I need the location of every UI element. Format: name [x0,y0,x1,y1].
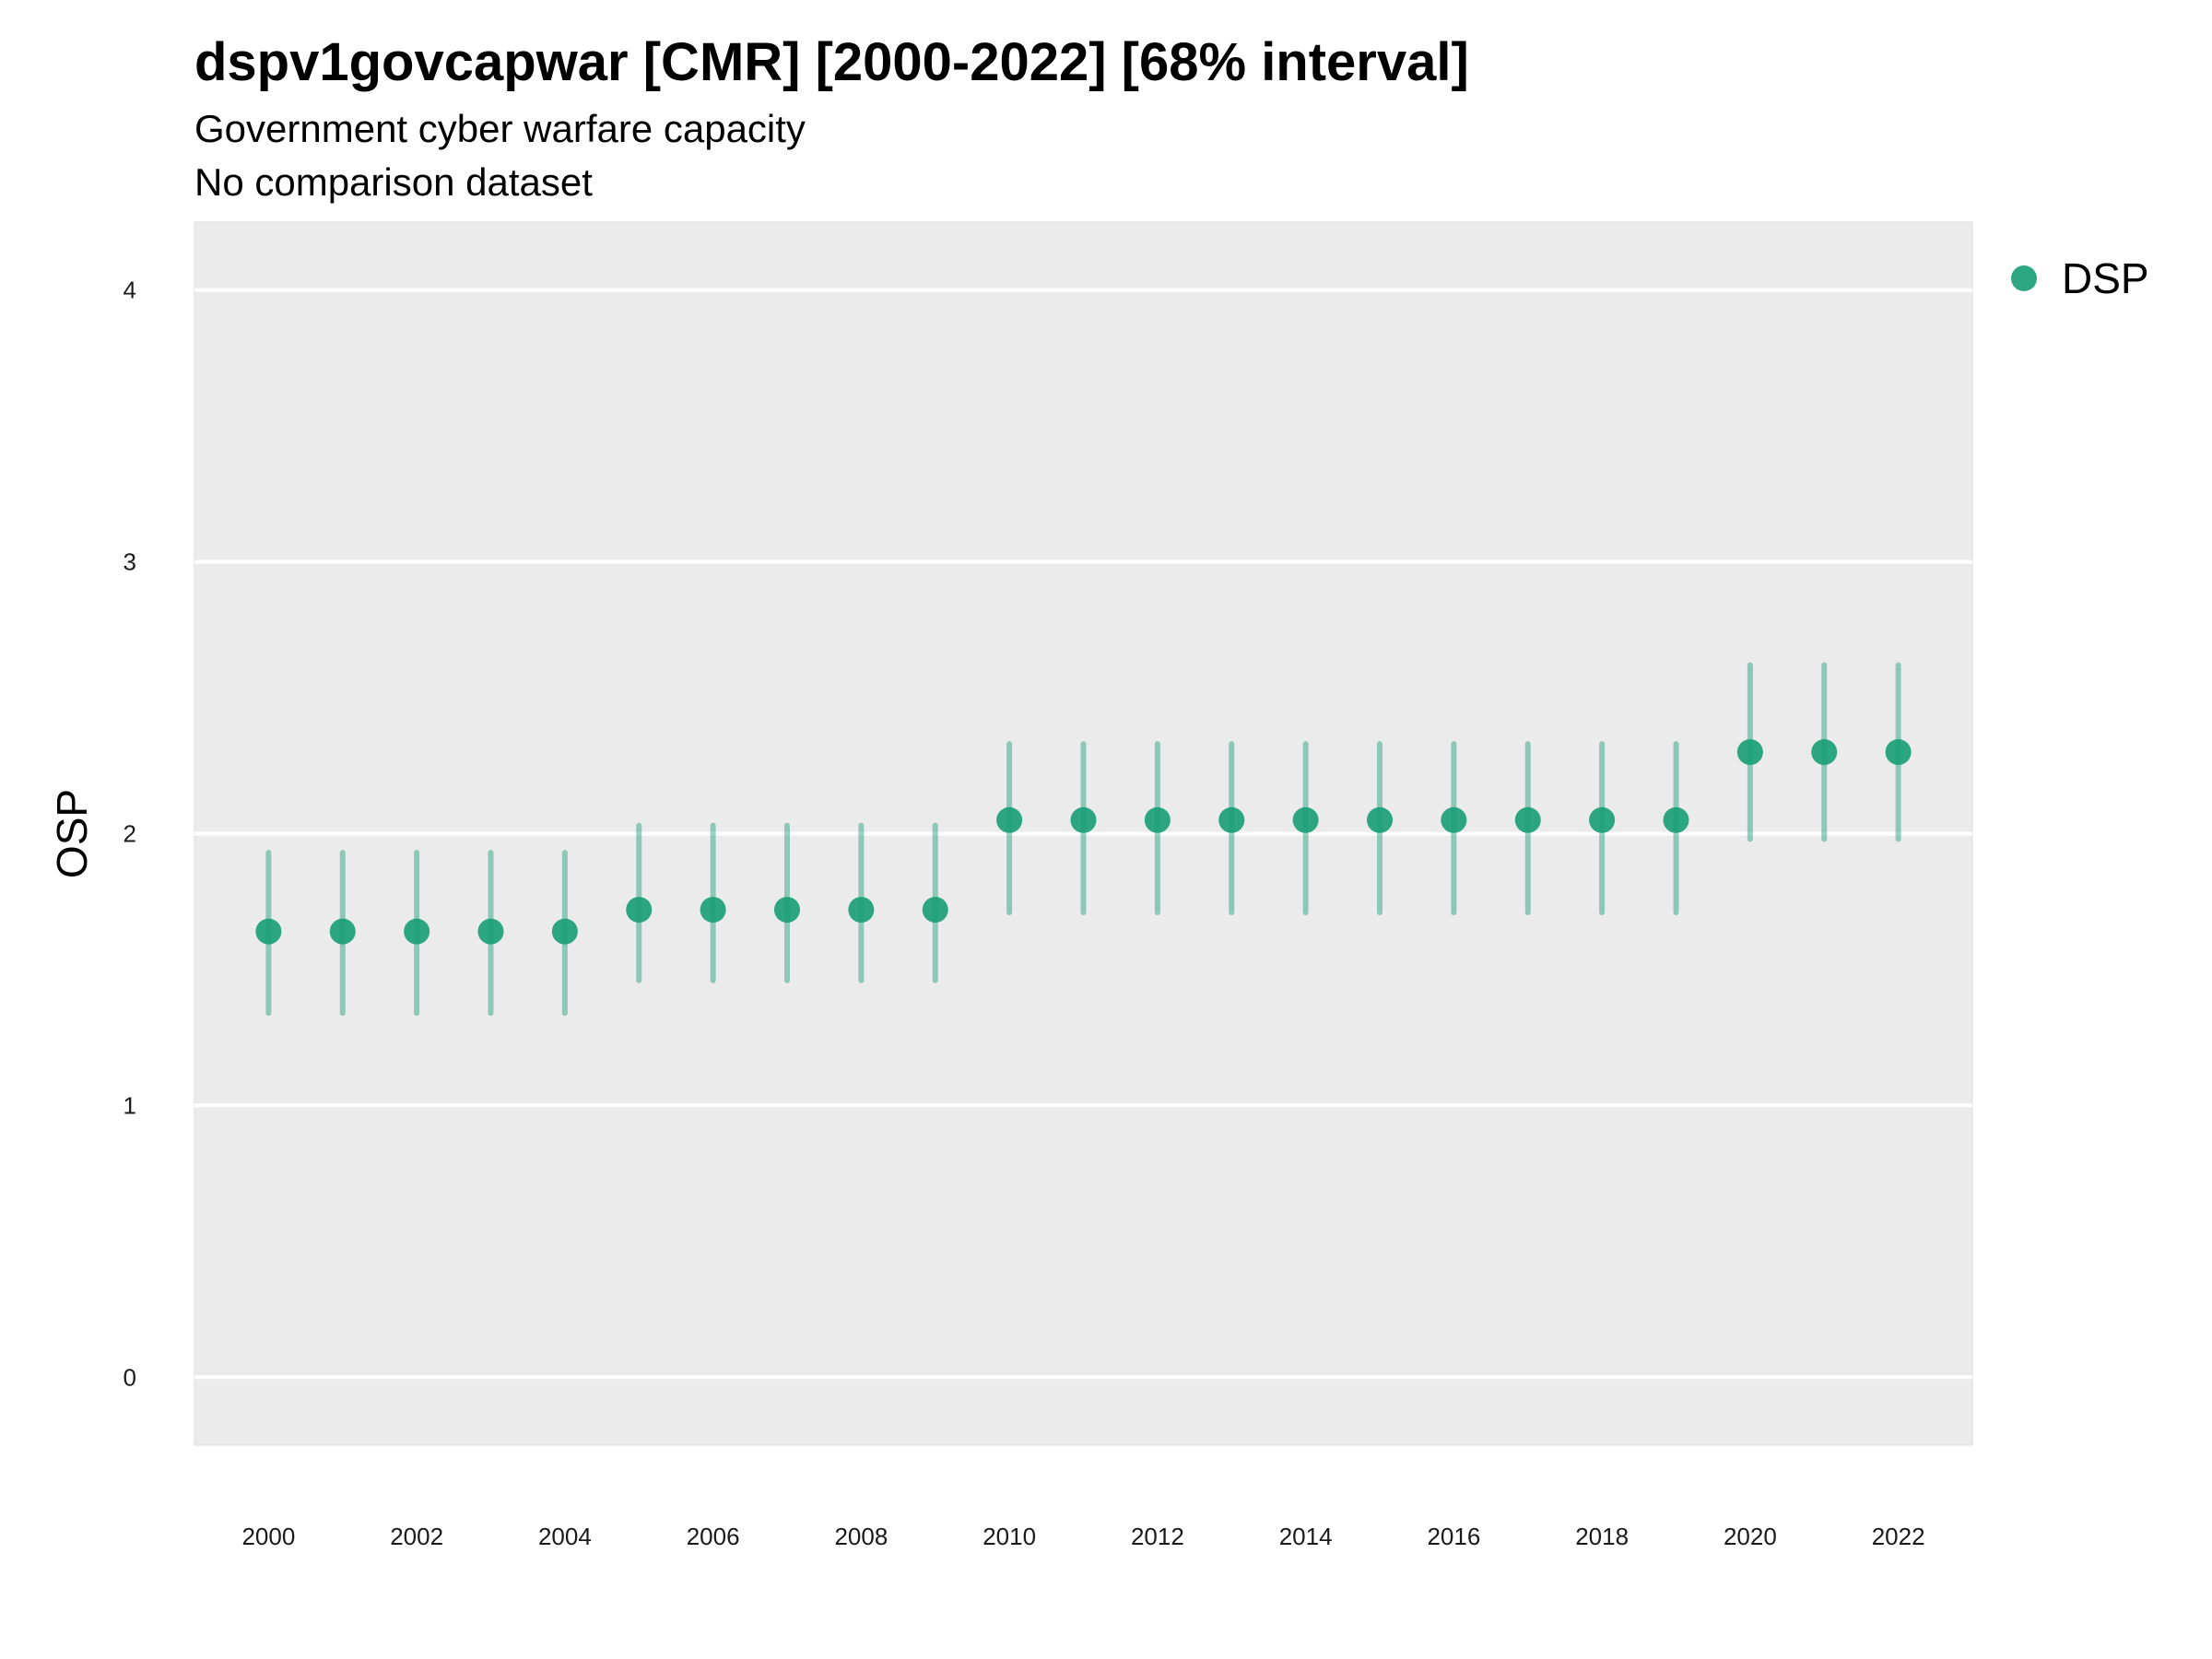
x-tick-label: 2016 [1427,1523,1480,1550]
point-2008 [848,897,875,924]
point-2005 [626,897,653,924]
x-tick-label: 2020 [1724,1523,1777,1550]
point-2014 [1292,806,1319,833]
y-axis-label: OSP [48,789,96,878]
chart-title: dspv1govcapwar [CMR] [2000-2022] [68% in… [194,32,1469,92]
legend: DSP [2011,254,2149,302]
point-2002 [404,918,430,945]
point-2016 [1441,806,1467,833]
x-tick-label: 2012 [1131,1523,1184,1550]
x-tick-label: 2002 [390,1523,443,1550]
point-2000 [255,918,282,945]
y-tick-label: 1 [124,1091,136,1119]
x-tick-label: 2014 [1279,1523,1333,1550]
y-tick-label: 3 [124,548,136,576]
point-2022 [1885,739,1912,766]
point-2021 [1811,739,1838,766]
y-tick-label: 4 [124,276,136,304]
point-2006 [700,897,726,924]
point-2018 [1589,806,1616,833]
point-2003 [477,918,504,945]
x-tick-label: 2004 [538,1523,592,1550]
point-2009 [922,897,948,924]
legend-key-dsp [2011,265,2037,291]
y-tick-label: 0 [124,1363,136,1391]
x-tick-label: 2008 [834,1523,888,1550]
point-2001 [329,918,356,945]
x-tick-label: 2018 [1575,1523,1629,1550]
x-tick-label: 2006 [687,1523,740,1550]
legend-label-dsp: DSP [2062,254,2149,302]
y-tick-label: 2 [124,820,136,848]
point-2011 [1070,806,1097,833]
point-2004 [551,918,578,945]
y-axis-ticks: 0 1 2 3 4 [124,276,136,1392]
point-2019 [1663,806,1689,833]
point-2017 [1514,806,1541,833]
chart-caption: No comparison dataset [194,160,593,204]
point-2020 [1736,739,1763,766]
point-2015 [1367,806,1393,833]
point-2010 [996,806,1023,833]
x-tick-label: 2022 [1872,1523,1925,1550]
data-points [255,739,1912,945]
chart-subtitle: Government cyber warfare capacity [194,107,806,150]
point-2013 [1218,806,1245,833]
x-tick-label: 2010 [982,1523,1036,1550]
gridlines [194,288,1972,1380]
point-2007 [774,897,800,924]
x-axis-ticks: 2000 2002 2004 2006 2008 2010 2012 2014 2016 2018… [241,1523,1924,1550]
point-2012 [1144,806,1171,833]
x-tick-label: 2000 [241,1523,295,1550]
